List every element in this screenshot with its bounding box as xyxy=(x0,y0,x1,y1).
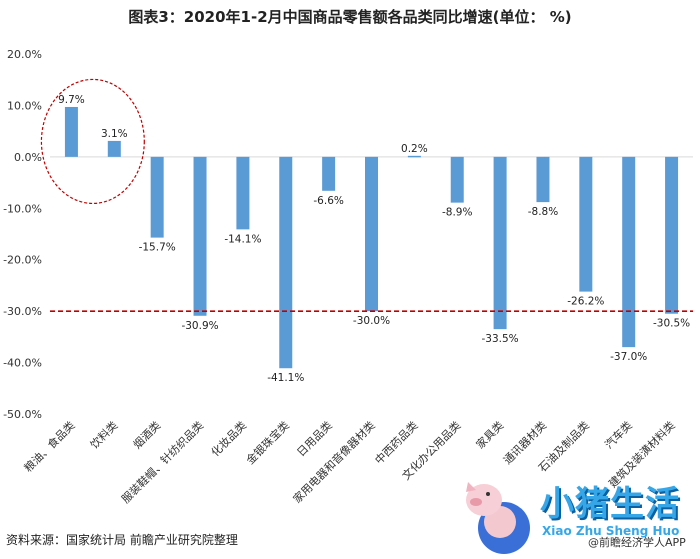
y-tick-label: 10.0% xyxy=(7,99,42,112)
bar xyxy=(322,156,336,191)
y-tick-label: 20.0% xyxy=(7,48,42,61)
y-tick-label: -40.0% xyxy=(3,357,42,370)
bar-value-label: -26.2% xyxy=(567,296,604,308)
bars: 9.7% 3.1% -15.7% -30.9% -14.1% -41.1% -6.6% -30… xyxy=(40,78,693,384)
bar-value-label: -8.9% xyxy=(442,207,472,219)
bar xyxy=(365,156,378,312)
bar xyxy=(193,156,207,316)
x-tick-label: 金银珠宝类 xyxy=(243,418,292,467)
bar xyxy=(450,156,464,203)
bar-value-label: -14.1% xyxy=(224,233,261,245)
bar xyxy=(579,156,593,292)
brand-name: 小猪生活 xyxy=(540,484,680,524)
x-tick-label: 粮油、食品类 xyxy=(21,418,78,475)
bar-value-label: 9.7% xyxy=(58,94,85,106)
bar-value-label: -30.0% xyxy=(353,315,390,327)
source-note: 资料来源：国家统计局 前瞻产业研究院整理 xyxy=(6,533,238,547)
bar-value-label: -30.5% xyxy=(653,318,690,330)
x-tick-label: 烟酒类 xyxy=(130,418,163,451)
y-tick-label: -50.0% xyxy=(3,408,42,421)
x-tick-label: 汽车类 xyxy=(602,418,635,451)
bar xyxy=(107,140,121,157)
y-tick-label: -30.0% xyxy=(3,305,42,318)
bar-value-label: -6.6% xyxy=(313,195,343,207)
bar-value-label: 0.2% xyxy=(401,143,428,155)
bar xyxy=(665,156,679,314)
bar-value-label: -30.9% xyxy=(181,320,218,332)
bar xyxy=(279,156,293,369)
x-tick-label: 饮料类 xyxy=(87,418,120,451)
bar-value-label: -33.5% xyxy=(482,333,519,345)
x-tick-label: 家用电器和音像器材类 xyxy=(290,418,378,506)
bar xyxy=(64,106,78,157)
y-tick-label: -10.0% xyxy=(3,202,42,215)
pig-mascot-icon xyxy=(466,482,530,554)
brand-subtitle: Xiao Zhu Sheng Huo xyxy=(542,524,680,538)
brand-credit: @前瞻经济学人APP xyxy=(588,536,686,549)
x-tick-label: 家具类 xyxy=(473,418,506,451)
bar xyxy=(407,155,421,158)
y-tick-label: -20.0% xyxy=(3,254,42,267)
bar xyxy=(236,156,250,230)
brand-watermark: 小猪生活 Xiao Zhu Sheng Huo @前瞻经济学人APP xyxy=(466,470,700,559)
y-tick-label: 0.0% xyxy=(14,151,42,164)
bar-value-label: -8.8% xyxy=(528,206,558,218)
bar xyxy=(622,156,636,348)
bar-value-label: 3.1% xyxy=(101,128,128,140)
x-tick-label: 服装鞋帽、针纺织品类 xyxy=(118,418,206,506)
bar xyxy=(536,156,550,203)
bar-value-label: -37.0% xyxy=(610,351,647,363)
x-tick-label: 日用品类 xyxy=(294,418,335,459)
chart-title: 图表3：2020年1-2月中国商品零售额各品类同比增速(单位： %) xyxy=(128,8,572,26)
bar xyxy=(493,156,507,330)
bar-value-label: -15.7% xyxy=(139,242,176,254)
bar-value-label: -41.1% xyxy=(267,372,304,384)
bar xyxy=(150,156,164,238)
highlight-ellipse xyxy=(40,78,145,205)
x-tick-label: 化妆品类 xyxy=(208,418,249,459)
